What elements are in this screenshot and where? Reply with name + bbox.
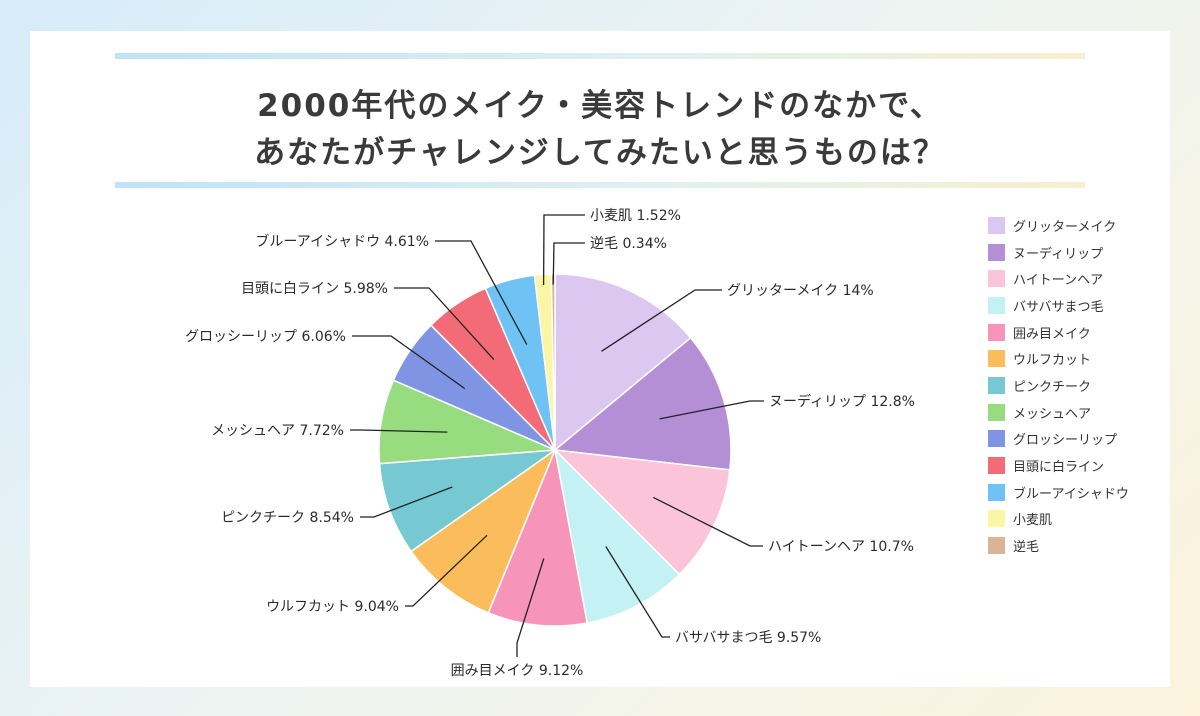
legend-swatch [988,510,1005,528]
slice-label-5: ウルフカット 9.04% [266,599,399,615]
legend-label: 囲み目メイク [1013,326,1091,342]
legend-item: 目頭に白ライン [988,452,1129,479]
legend-label: ヌーディリップ [1013,246,1104,262]
leader-line-12 [552,242,585,285]
legend-item: 小麦肌 [988,506,1129,533]
legend-swatch [988,537,1005,555]
leader-line-9 [394,287,495,361]
legend-swatch [988,350,1005,368]
pie-slice-0 [554,273,692,452]
legend-label: グロッシーリップ [1013,433,1118,449]
legend: グリッターメイク ヌーディリップ ハイトーンヘア バサバサまつ毛 囲み目メイク ウルフカッ… [988,212,1129,559]
slice-label-7: メッシュヘア 7.72% [211,423,344,439]
slice-label-0: グリッターメイク 14% [727,283,874,299]
slice-label-4: 囲み目メイク 9.12% [451,663,584,679]
slice-label-11: 小麦肌 1.52% [590,208,681,224]
legend-swatch [988,430,1005,448]
legend-item: ヌーディリップ [988,239,1129,266]
legend-swatch [988,243,1005,261]
legend-swatch [988,457,1005,475]
legend-item: ピンクチーク [988,372,1129,399]
legend-item: 囲み目メイク [988,319,1129,346]
legend-swatch [988,403,1005,421]
leader-line-10 [435,240,528,345]
legend-item: グリッターメイク [988,212,1129,239]
slice-label-1: ヌーディリップ 12.8% [769,393,915,410]
title-line-2: あなたがチャレンジしてみたいと思うものは？ [254,135,946,171]
leader-line-0 [601,289,722,352]
slice-label-2: ハイトーンヘア 10.7% [768,539,914,555]
slice-label-8: グロッシーリップ 6.06% [185,329,346,345]
legend-swatch [988,323,1005,341]
legend-label: バサバサまつ毛 [1013,299,1104,315]
pie-slice-3 [553,447,681,624]
legend-swatch [988,216,1005,234]
slice-label-9: 目頭に白ライン 5.98% [241,281,388,297]
legend-label: ウルフカット [1013,353,1092,369]
pie-slice-2 [552,449,731,576]
leader-line-8 [352,335,466,390]
pie-slice-1 [553,336,732,471]
legend-item: グロッシーリップ [988,426,1129,453]
slice-labels: グリッターメイク 14% ヌーディリップ 12.8% ハイトーンヘア 10.7% バサ… [185,208,915,679]
legend-item: バサバサまつ毛 [988,292,1129,319]
legend-item: ウルフカット [988,345,1129,372]
pie-slice-4 [487,447,589,627]
legend-item: ブルーアイシャドウ [988,479,1129,506]
pie-chart: グリッターメイク 14% ヌーディリップ 12.8% ハイトーンヘア 10.7% バサ… [185,208,915,679]
legend-swatch [988,270,1005,288]
legend-label: グリッターメイク [1013,219,1117,235]
legend-label: ピンクチーク [1013,379,1092,395]
pie-slices [378,273,732,627]
leader-lines [350,214,764,657]
pie-slice-6 [378,449,558,553]
chart-card: 2000年代のメイク・美容トレンドのなかで、 あなたがチャレンジしてみたいと思う… [30,31,1170,687]
leader-line-2 [653,496,763,547]
legend-swatch [988,376,1005,394]
slice-label-3: バサバサまつ毛 9.57% [675,630,821,646]
leader-line-7 [350,429,448,433]
legend-item: メッシュヘア [988,399,1129,426]
legend-label: 逆毛 [1013,540,1040,556]
leader-line-11 [542,214,585,286]
leader-line-6 [360,486,453,518]
legend-label: メッシュヘア [1013,406,1092,422]
legend-label: ブルーアイシャドウ [1013,486,1129,502]
legend-label: 小麦肌 [1013,513,1053,529]
leader-line-1 [659,400,764,420]
title-bottom-rule [115,182,1085,188]
chart-title: 2000年代のメイク・美容トレンドのなかで、 あなたがチャレンジしてみたいと思う… [30,83,1170,177]
slice-label-12: 逆毛 0.34% [590,236,667,252]
leader-line-5 [405,534,488,607]
legend-item: ハイトーンヘア [988,265,1129,292]
title-line-1: 2000年代のメイク・美容トレンドのなかで、 [257,88,943,124]
title-top-rule [115,53,1085,59]
leader-line-4 [516,558,545,657]
legend-label: 目頭に白ライン [1013,460,1105,476]
slice-label-10: ブルーアイシャドウ 4.61% [255,233,429,250]
legend-label: ハイトーンヘア [1013,273,1104,289]
pie-slice-5 [410,447,557,614]
slice-label-6: ピンクチーク 8.54% [221,510,354,526]
legend-swatch [988,483,1005,501]
legend-swatch [988,296,1005,314]
leader-line-3 [605,546,670,638]
legend-item: 逆毛 [988,532,1129,559]
